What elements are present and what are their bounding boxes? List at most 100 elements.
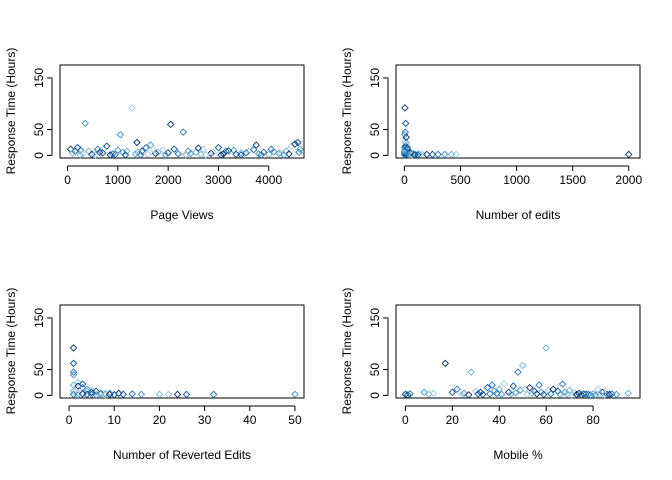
data-point <box>197 150 205 159</box>
data-point <box>624 389 633 398</box>
data-point <box>105 389 114 397</box>
panel-mobile-percent: Mobile % Response Time (Hours) 0 20 40 60 80… <box>340 288 641 462</box>
data-point <box>500 380 508 388</box>
plot-frame <box>395 64 641 159</box>
y-tick-label: 150 <box>368 68 382 88</box>
data-point <box>123 147 131 156</box>
data-point <box>78 390 87 398</box>
data-point <box>296 145 304 153</box>
data-point <box>483 383 492 392</box>
data-point <box>509 382 518 390</box>
data-point <box>81 119 89 128</box>
data-point <box>608 390 616 398</box>
data-point <box>87 390 96 399</box>
x-tick-label: 2000 <box>155 173 182 187</box>
x-tick-label: 4000 <box>255 173 282 187</box>
data-point <box>114 146 122 154</box>
data-point <box>105 390 114 399</box>
data-point <box>429 389 438 398</box>
y-axis-title: Response Time (Hours) <box>4 288 18 415</box>
data-point <box>224 147 233 155</box>
data-point <box>166 120 175 129</box>
data-point <box>182 151 190 159</box>
data-point <box>209 148 218 157</box>
data-point <box>136 151 145 159</box>
data-point <box>406 390 414 398</box>
data-point <box>174 150 182 158</box>
data-point <box>237 151 245 159</box>
x-axis-title: Page Views <box>150 208 213 222</box>
data-point <box>116 131 125 139</box>
data-point <box>217 151 225 159</box>
y-tick-label: 50 <box>368 363 382 377</box>
data-point <box>403 144 412 152</box>
x-tick-label: 500 <box>450 173 470 187</box>
data-point <box>525 383 534 392</box>
x-tick-label: 40 <box>243 413 257 427</box>
data-point <box>540 390 548 399</box>
data-point <box>518 361 527 370</box>
data-point <box>69 387 78 396</box>
plot-frame <box>59 64 305 159</box>
data-point <box>402 133 410 142</box>
data-point <box>68 149 77 158</box>
data-point <box>434 150 442 159</box>
data-point <box>401 104 409 112</box>
x-tick-label: 1000 <box>503 173 530 187</box>
data-point <box>87 386 96 394</box>
y-tick-label: 0 <box>368 392 382 399</box>
data-point <box>110 391 118 399</box>
data-point <box>232 150 240 159</box>
x-axis-title: Number of Reverted Edits <box>113 448 251 462</box>
data-point <box>488 381 496 389</box>
data-point <box>511 389 520 397</box>
y-axis-title: Response Time (Hours) <box>340 288 354 415</box>
data-point <box>542 344 550 352</box>
x-tick-label: 40 <box>493 413 507 427</box>
x-tick-label: 20 <box>153 413 167 427</box>
data-point <box>91 151 99 159</box>
panel-page-views: Page Views Response Time (Hours) 0 1000 20… <box>4 48 305 222</box>
data-point <box>420 388 428 397</box>
data-point <box>161 151 170 159</box>
data-point <box>76 151 84 159</box>
data-point <box>83 385 91 393</box>
data-point <box>547 390 555 398</box>
data-point <box>428 150 437 159</box>
data-point <box>453 385 461 393</box>
data-point <box>582 390 590 398</box>
plot-frame <box>395 304 641 399</box>
data-point <box>74 389 82 397</box>
data-point <box>144 150 152 159</box>
x-tick-label: 50 <box>288 413 302 427</box>
data-point <box>155 390 164 399</box>
y-tick-label: 50 <box>32 363 46 377</box>
x-tick-label: 1500 <box>559 173 586 187</box>
data-point <box>514 368 522 376</box>
data-point <box>92 387 100 396</box>
x-tick-label: 0 <box>402 413 409 427</box>
data-point <box>69 344 78 352</box>
data-point <box>73 143 82 152</box>
x-axis-title: Mobile % <box>493 448 543 462</box>
data-point <box>173 390 182 399</box>
data-point <box>249 145 258 154</box>
data-point <box>202 151 210 159</box>
x-axis-title: Number of edits <box>476 208 561 222</box>
data-point <box>242 149 250 157</box>
data-point <box>612 390 621 399</box>
data-point <box>182 390 191 399</box>
data-point <box>402 119 410 128</box>
data-point <box>69 371 78 379</box>
x-tick-label: 0 <box>401 173 408 187</box>
data-point <box>452 150 460 159</box>
data-point <box>194 144 203 152</box>
data-point <box>69 368 78 376</box>
data-point <box>209 390 218 399</box>
data-point <box>460 389 468 398</box>
data-point <box>270 148 278 156</box>
data-point <box>400 151 409 159</box>
data-point <box>572 390 581 399</box>
data-point <box>549 385 557 393</box>
y-tick-label: 50 <box>368 123 382 137</box>
